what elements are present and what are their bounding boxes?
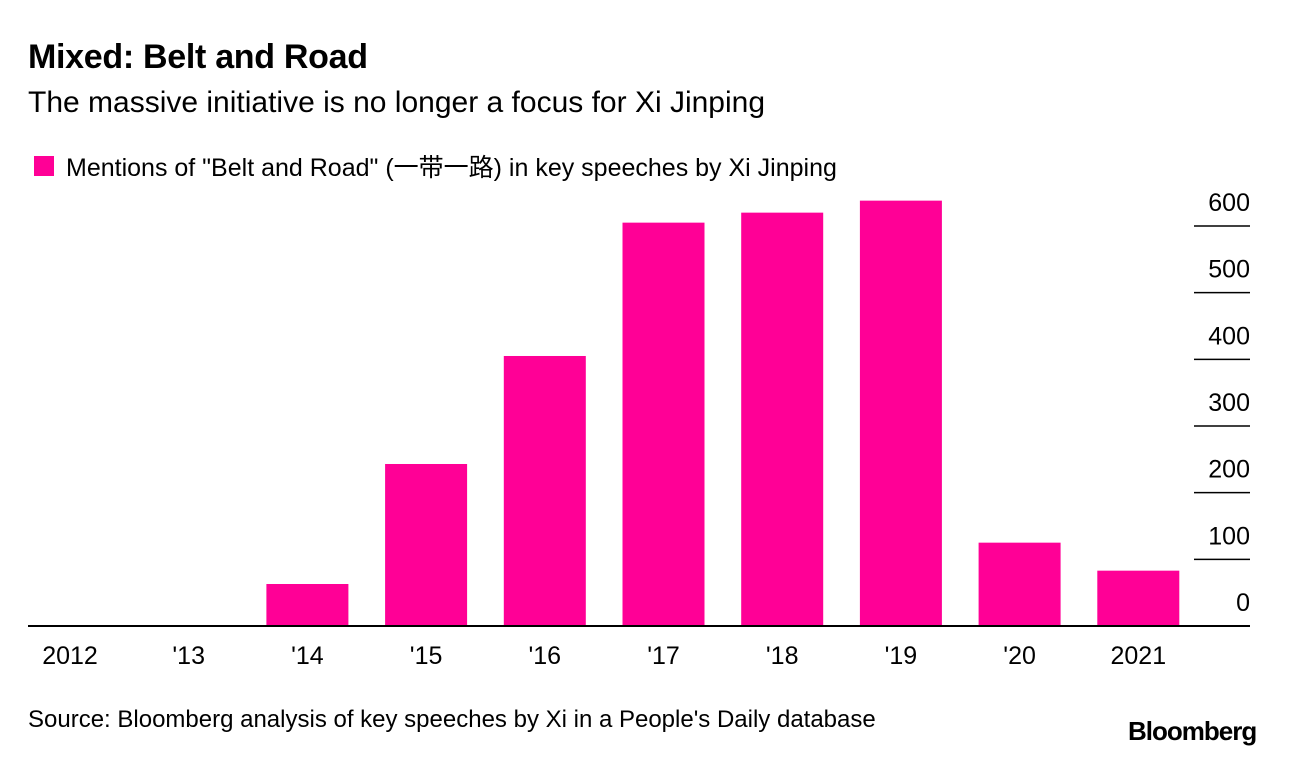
x-tick-label: '20 [1003,642,1036,670]
x-tick-label: '14 [291,642,324,670]
chart-title: Mixed: Belt and Road [28,38,368,76]
legend-swatch [34,156,54,176]
y-tick-label: 600 [1208,189,1250,217]
legend-label: Mentions of "Belt and Road" (一带一路) in ke… [66,154,837,182]
bar [1097,570,1180,626]
x-tick-label: '18 [766,642,799,670]
bar [859,200,942,627]
bar [385,463,468,626]
x-tick-label: '19 [885,642,918,670]
y-tick-label: 500 [1208,256,1250,284]
chart-legend: Mentions of "Belt and Road" (一带一路) in ke… [34,148,837,184]
y-tick-label: 200 [1208,456,1250,484]
bloomberg-logo: Bloomberg [1128,716,1257,746]
x-tick-label: '16 [529,642,562,670]
y-tick-label: 400 [1208,322,1250,350]
bar [503,355,586,626]
x-tick-label: '15 [410,642,443,670]
bar [266,583,349,626]
y-tick-label: 0 [1236,589,1250,617]
x-tick-label: 2012 [42,642,98,670]
source-note: Source: Bloomberg analysis of key speech… [28,706,876,733]
y-tick-label: 300 [1208,389,1250,417]
x-tick-label: '13 [172,642,205,670]
bar [622,222,705,627]
x-tick-label: 2021 [1110,642,1166,670]
bar [978,542,1061,626]
y-tick-label: 100 [1208,522,1250,550]
chart-subtitle: The massive initiative is no longer a fo… [28,86,766,119]
bar [741,212,824,626]
x-tick-label: '17 [647,642,680,670]
